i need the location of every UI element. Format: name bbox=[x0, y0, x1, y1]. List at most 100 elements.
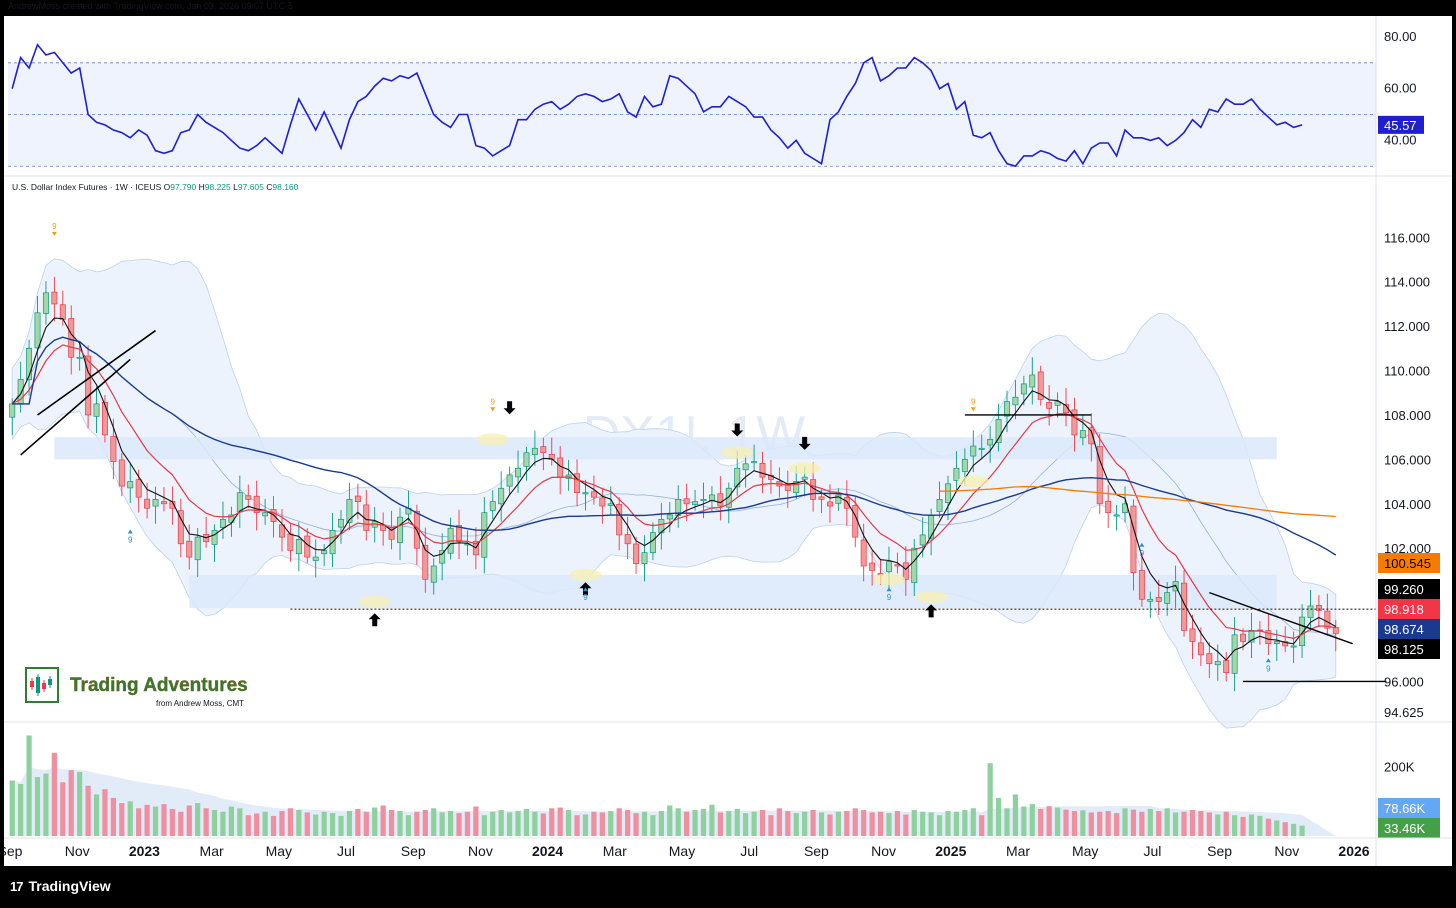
volume-bar bbox=[388, 810, 395, 836]
volume-bar bbox=[456, 813, 462, 836]
td-sequential-label: 9 bbox=[583, 593, 588, 602]
candle bbox=[160, 501, 167, 505]
candle bbox=[321, 550, 328, 555]
candle bbox=[295, 538, 302, 555]
volume-bar bbox=[1004, 808, 1010, 836]
chart-panel: U.S. Dollar Index Futures · 1W · ICEUS O… bbox=[4, 16, 1452, 866]
candle bbox=[1088, 427, 1095, 445]
candle bbox=[1037, 371, 1044, 400]
candle bbox=[1147, 598, 1154, 602]
candle bbox=[194, 536, 201, 561]
candle bbox=[1332, 627, 1339, 634]
td-marker-icon bbox=[886, 587, 892, 592]
volume-bar bbox=[515, 811, 521, 836]
volume-bar bbox=[700, 808, 707, 836]
volume-bar bbox=[582, 814, 589, 836]
candle bbox=[658, 518, 665, 534]
volume-bar bbox=[1232, 815, 1238, 836]
candle bbox=[1096, 446, 1103, 505]
volume-bar bbox=[203, 808, 209, 836]
time-tick-label: Mar bbox=[603, 843, 627, 859]
candle bbox=[523, 452, 530, 467]
candle bbox=[1113, 514, 1120, 517]
volume-bar bbox=[1097, 811, 1103, 836]
time-tick-label: May bbox=[1072, 843, 1098, 859]
candle bbox=[1138, 570, 1145, 600]
volume-bar bbox=[439, 812, 445, 836]
rsi-line bbox=[11, 43, 1303, 168]
ohlc-legend: U.S. Dollar Index Futures · 1W · ICEUS O… bbox=[12, 182, 299, 192]
price-tick-label: 108.000 bbox=[1384, 408, 1431, 423]
volume-bar bbox=[979, 815, 985, 836]
candle bbox=[683, 498, 690, 505]
candle bbox=[304, 535, 311, 558]
volume-bar bbox=[245, 815, 251, 836]
candle bbox=[835, 494, 842, 504]
highlight-ellipse bbox=[915, 591, 948, 604]
volume-bar bbox=[1223, 811, 1229, 836]
volume-bar bbox=[34, 777, 41, 836]
volume-bar bbox=[1299, 825, 1305, 836]
td-sequential-label: 9 bbox=[1140, 549, 1145, 558]
tradingview-footer[interactable]: 17 TradingView bbox=[10, 878, 111, 894]
volume-bar bbox=[1156, 811, 1162, 836]
volume-bar bbox=[422, 810, 428, 836]
candle bbox=[1206, 653, 1213, 665]
volume-bar bbox=[776, 808, 782, 836]
volume-bar bbox=[161, 804, 167, 836]
td-sequential-label: 9 bbox=[887, 593, 892, 602]
brand-title: Trading Adventures bbox=[70, 675, 248, 696]
volume-bar bbox=[1240, 816, 1246, 836]
volume-bar bbox=[77, 771, 83, 836]
td-sequential-label: 9 bbox=[128, 535, 133, 544]
candle bbox=[843, 497, 850, 509]
volume-bar bbox=[886, 813, 892, 836]
volume-bar bbox=[658, 811, 664, 836]
candle bbox=[1020, 383, 1027, 395]
volume-bar bbox=[506, 812, 513, 836]
candle bbox=[1324, 610, 1331, 629]
ohlc-legend-value: 97.605 bbox=[238, 182, 266, 192]
candle bbox=[1105, 500, 1112, 514]
volume-bar bbox=[945, 811, 951, 836]
volume-bar bbox=[490, 811, 496, 836]
chart-canvas[interactable]: U.S. Dollar Index Futures · 1W · ICEUS O… bbox=[4, 16, 1452, 866]
volume-bar bbox=[1113, 813, 1120, 836]
volume-bar bbox=[557, 807, 563, 836]
candle bbox=[860, 539, 867, 567]
candle bbox=[1155, 596, 1162, 602]
candle bbox=[1214, 661, 1221, 666]
volume-bar bbox=[498, 810, 504, 836]
price-badge-label: 98.674 bbox=[1384, 622, 1424, 637]
candle bbox=[236, 492, 243, 513]
candle bbox=[1012, 396, 1019, 406]
candle bbox=[1164, 592, 1171, 604]
candle bbox=[708, 494, 715, 501]
volume-bar bbox=[650, 815, 656, 836]
volume-bar bbox=[608, 811, 614, 836]
volume-bar bbox=[1038, 808, 1044, 836]
volume-bar bbox=[355, 808, 361, 836]
volume-bar bbox=[1164, 808, 1170, 836]
volume-bar bbox=[43, 773, 49, 836]
volume-bar bbox=[852, 808, 858, 836]
volume-bar bbox=[110, 797, 116, 836]
volume-bar bbox=[1198, 811, 1204, 836]
volume-badge-label: 78.66K bbox=[1384, 801, 1426, 816]
volume-bar bbox=[405, 815, 412, 836]
volume-bar bbox=[1189, 810, 1196, 836]
ohlc-legend-value: 98.225 bbox=[205, 182, 233, 192]
time-tick-label: Nov bbox=[871, 843, 896, 859]
candle bbox=[506, 474, 513, 487]
ohlc-legend-key: O bbox=[164, 182, 171, 192]
tradingview-brand: TradingView bbox=[28, 878, 111, 894]
price-tick-label: 106.000 bbox=[1384, 452, 1431, 467]
td-sequential-label: 9 bbox=[52, 222, 57, 231]
volume-bar bbox=[178, 811, 184, 836]
sma-200-line bbox=[939, 486, 1336, 518]
price-tick-label: 94.625 bbox=[1384, 705, 1424, 720]
ohlc-legend-value: 97.790 bbox=[170, 182, 198, 192]
volume-bar bbox=[802, 811, 808, 836]
ohlc-legend-key: C bbox=[266, 182, 272, 192]
td-marker-icon bbox=[490, 407, 496, 412]
